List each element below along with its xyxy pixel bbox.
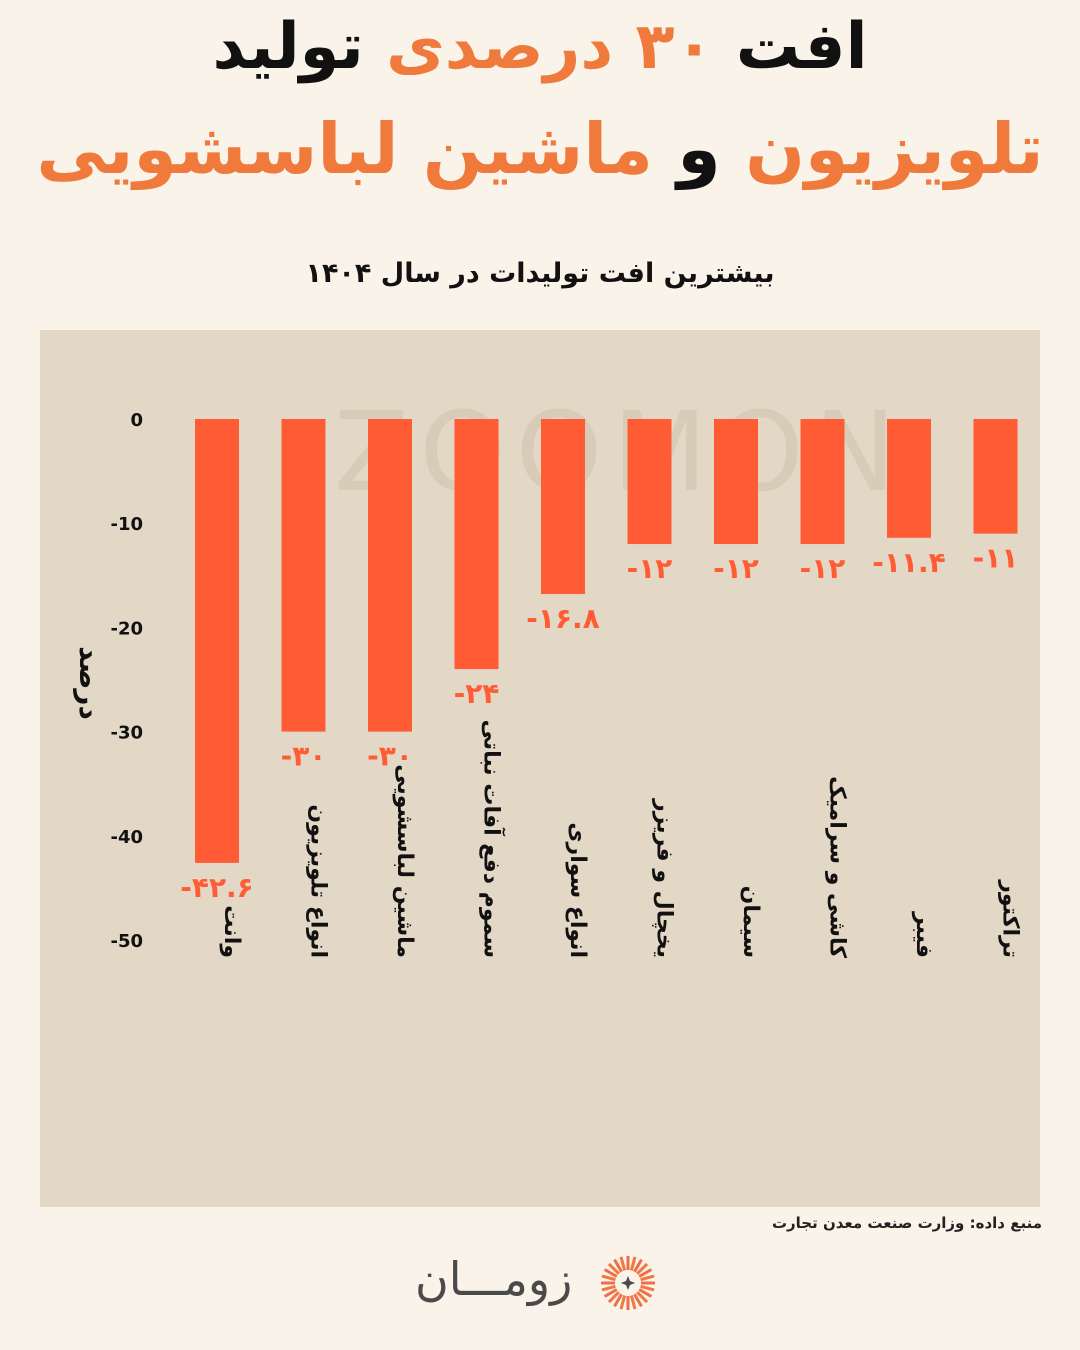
bar (541, 419, 585, 595)
x-tick-label: سیمان (738, 886, 763, 958)
chart-subtitle: بیشترین افت تولیدات در سال ۱۴۰۴ (305, 258, 775, 289)
x-tick-label: ماشین لباسشویی (392, 764, 417, 958)
data-label: -۱۲ (713, 552, 759, 585)
bar (714, 419, 758, 545)
data-label: -۱۶.۸ (526, 602, 600, 635)
bar (281, 419, 326, 732)
headline-line2-segment: و (652, 108, 746, 190)
headline-line-2: تلویزیون و ماشین لباسشویی (0, 104, 1080, 194)
headline-line2-segment: تلویزیون (745, 108, 1044, 190)
y-tick-label: -30 (110, 723, 143, 744)
y-tick-label: -10 (110, 514, 143, 535)
y-tick-label: -40 (110, 827, 143, 848)
bar (368, 419, 412, 732)
headline-line-1: افت ۳۰ درصدی تولید (0, 6, 1080, 88)
data-label: -۳۰ (281, 740, 327, 773)
brand-logo: زومـــان (415, 1248, 665, 1318)
bar (627, 419, 672, 545)
headline-line1-segment: تولید (212, 10, 387, 84)
data-label: -۴۲.۶ (180, 871, 254, 904)
y-axis-label: درصد (73, 646, 106, 720)
headline-line1-segment: افت (713, 10, 868, 84)
data-label: -۱۲ (800, 552, 846, 585)
y-tick-label: -50 (110, 931, 143, 952)
x-tick-label: انواع تلویزیون (306, 804, 331, 958)
data-label: -۱۲ (627, 552, 673, 585)
x-tick-label: انواع سواری (565, 822, 590, 958)
data-label: -۲۴ (454, 677, 500, 710)
bar (887, 419, 931, 538)
source-note: منبع داده: وزارت صنعت معدن تجارت (771, 1214, 1042, 1232)
x-tick-label: کاشی و سرامیک (825, 776, 850, 958)
data-label: -۳۰ (367, 740, 413, 773)
headline-line2-segment: ماشین لباسشویی (36, 108, 653, 190)
bar-chart: ZOOMON0-10-20-30-40-50درصد-۴۲.۶وانت-۳۰ان… (73, 388, 1023, 958)
x-tick-label: وانت (219, 905, 244, 958)
bar (454, 419, 499, 670)
headline-line1-segment: ۳۰ درصدی (386, 10, 714, 84)
x-tick-label: تراکتور (998, 879, 1023, 958)
logo-text: زومـــان (415, 1252, 573, 1306)
bar (195, 419, 239, 863)
data-label: -۱۱.۴ (872, 546, 946, 579)
y-tick-label: -20 (110, 618, 143, 639)
sun-burst-icon (601, 1256, 655, 1310)
plot-area: ZOOMON 0 -10 -20 -30 -40 -50 درصد -۴۲.۶ وانت -۳۰ ان… (40, 330, 1040, 1207)
x-tick-label: سموم دفع آفات نباتی (479, 720, 507, 958)
x-tick-label: فیبر (911, 911, 936, 958)
bar (800, 419, 845, 545)
x-tick-label: یخچال و فریزر (652, 798, 677, 958)
y-tick-label: 0 (130, 410, 143, 431)
data-label: -۱۱ (973, 542, 1019, 575)
bar (973, 419, 1018, 534)
